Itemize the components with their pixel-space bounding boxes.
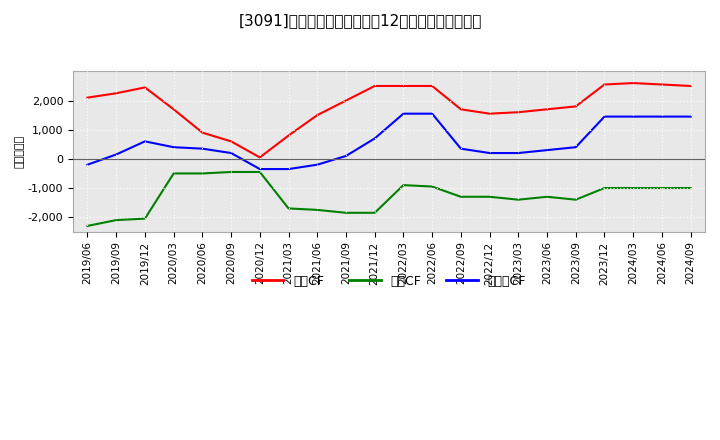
投資CF [140,216,149,221]
投資CF [600,185,609,191]
投資CF [227,169,235,175]
営業CF [399,83,408,88]
フリーCF [370,136,379,141]
投資CF [629,185,637,191]
投資CF [256,169,264,175]
投資CF [169,171,178,176]
フリーCF [112,152,120,157]
フリーCF [456,146,465,151]
営業CF [485,111,494,116]
営業CF [629,81,637,86]
フリーCF [140,139,149,144]
Line: 営業CF: 営業CF [88,83,690,158]
営業CF [572,104,580,109]
フリーCF [227,150,235,156]
Line: 投資CF: 投資CF [88,172,690,226]
投資CF [543,194,552,199]
営業CF [657,82,666,87]
営業CF [543,106,552,112]
営業CF [169,106,178,112]
フリーCF [84,162,92,167]
営業CF [84,95,92,100]
営業CF [600,82,609,87]
営業CF [686,83,695,88]
Text: [3091]　キャッシュフローの12か月移動合計の推移: [3091] キャッシュフローの12か月移動合計の推移 [238,13,482,28]
営業CF [342,98,351,103]
フリーCF [342,153,351,158]
投資CF [284,206,293,211]
営業CF [227,139,235,144]
営業CF [514,110,523,115]
フリーCF [657,114,666,119]
投資CF [84,223,92,228]
投資CF [456,194,465,199]
投資CF [485,194,494,199]
投資CF [342,210,351,216]
フリーCF [399,111,408,116]
フリーCF [169,145,178,150]
フリーCF [600,114,609,119]
投資CF [198,171,207,176]
営業CF [112,91,120,96]
フリーCF [284,166,293,172]
営業CF [313,113,322,118]
フリーCF [256,166,264,172]
フリーCF [485,150,494,156]
フリーCF [629,114,637,119]
営業CF [370,83,379,88]
フリーCF [572,145,580,150]
Y-axis label: （百万円）: （百万円） [15,135,25,168]
営業CF [256,155,264,160]
営業CF [198,130,207,135]
フリーCF [198,146,207,151]
営業CF [456,106,465,112]
投資CF [370,210,379,216]
投資CF [657,185,666,191]
Line: フリーCF: フリーCF [88,114,690,169]
営業CF [284,133,293,138]
投資CF [399,183,408,188]
投資CF [112,217,120,223]
営業CF [428,83,436,88]
投資CF [686,185,695,191]
Legend: 営業CF, 投資CF, フリーCF: 営業CF, 投資CF, フリーCF [247,270,531,293]
フリーCF [686,114,695,119]
投資CF [514,197,523,202]
投資CF [313,207,322,213]
フリーCF [313,162,322,167]
投資CF [572,197,580,202]
フリーCF [514,150,523,156]
投資CF [428,184,436,189]
フリーCF [543,147,552,153]
フリーCF [428,111,436,116]
営業CF [140,85,149,90]
